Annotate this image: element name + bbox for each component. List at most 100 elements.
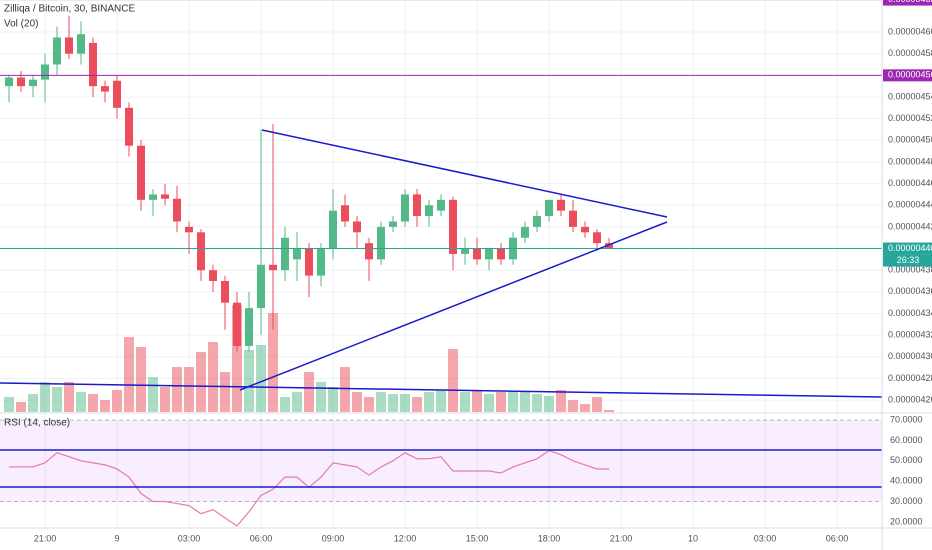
rsi-tick-label: 50.0000 [890,455,923,465]
candle-body [557,199,565,211]
candle-body [341,205,349,222]
y-tick-label: 0.00000436 [888,286,932,296]
y-tick-label: 0.00000458 [888,48,932,58]
candle-body [41,64,49,80]
volume-bar [4,397,14,412]
volume-bar [52,387,62,412]
volume-bar [580,404,590,412]
candle-body [221,281,229,303]
candle-body [293,248,301,260]
candle-body [413,194,421,217]
y-tick-label: 0.00000432 [888,330,932,340]
price-label: 0.00000456 [888,70,932,80]
volume-bar [172,367,182,412]
volume-bar [556,390,566,412]
candle-body [257,264,265,309]
candle-body [101,86,109,92]
x-tick-label: 09:00 [322,533,345,543]
candle-body [269,264,277,271]
volume-bar [280,397,290,412]
volume-bar [160,387,170,412]
rsi-tick-label: 20.0000 [890,516,923,526]
x-tick-label: 03:00 [178,533,201,543]
grid [0,0,882,528]
volume-bar [100,400,110,412]
rsi-label: RSI (14, close) [4,418,70,429]
volume-bar [220,372,230,412]
volume-bar [40,382,50,412]
y-tick-label: 0.00000452 [888,113,932,123]
volume-bar [124,337,134,412]
axes: 0.00000426 0.00000428 0.00000430 0.00000432… [34,0,932,543]
candle-body [497,248,505,260]
volume-bar [208,342,218,412]
candle-body [329,210,337,249]
x-tick-label: 12:00 [394,533,417,543]
candle-body [545,199,553,217]
candle-body [113,80,121,108]
volume-bar [136,347,146,412]
volume-bar [604,410,614,412]
candle-body [425,205,433,217]
volume-bar [592,397,602,412]
trend-line [261,129,668,218]
candle-body [305,248,313,276]
volume-bar [376,392,386,412]
candle-body [377,226,385,260]
volume-bar [520,392,530,412]
candle-body [461,248,469,254]
candle-body [581,226,589,233]
volume-bar [184,367,194,412]
rsi-band [0,420,882,502]
volume-bar [352,392,362,412]
x-tick-label: 10 [688,533,698,543]
candle-body [593,232,601,244]
rsi-tick-label: 70.0000 [890,414,923,424]
y-tick-label: 0.00000426 [888,394,932,404]
candle-body [533,216,541,227]
candle-body [65,37,73,54]
volume-bar [424,392,434,412]
candle-body [77,34,85,54]
rsi-tick-label: 30.0000 [890,496,923,506]
candle-body [161,194,169,199]
candle-body [449,199,457,254]
price-label-box [883,0,932,6]
volume-bar [340,367,350,412]
volume-bar [292,392,302,412]
candle-body [17,77,25,87]
y-tick-label: 0.00000446 [888,178,932,188]
rsi-tick-label: 60.0000 [890,435,923,445]
volume-bar [436,390,446,412]
candle-body [209,270,217,282]
volume-bar [244,350,254,412]
volume-bar [196,352,206,412]
x-tick-label: 18:00 [538,533,561,543]
volume-bar [28,394,38,412]
volume-bar [232,305,242,412]
candle-body [125,107,133,146]
volume-bar [88,394,98,412]
chart-title: Zilliqa / Bitcoin, 30, BINANCE [4,4,135,15]
x-tick-label: 21:00 [610,533,633,543]
y-tick-label: 0.00000438 [888,265,932,275]
candle-body [197,232,205,271]
candle-body [521,226,529,238]
volume-bar [256,345,266,412]
candle-body [89,42,97,87]
volume-bar [484,394,494,412]
x-tick-label: 03:00 [754,533,777,543]
candle-body [569,210,577,227]
volume-bar [328,387,338,412]
candle-body [485,248,493,260]
candle-body [353,221,361,233]
candle-body [401,194,409,222]
volume-bar [532,394,542,412]
volume-bar [412,397,422,412]
candle-body [365,243,373,260]
y-tick-label: 0.00000454 [888,91,932,101]
x-tick-label: 06:00 [250,533,273,543]
candle-body [5,77,13,87]
candle-body [29,79,37,87]
